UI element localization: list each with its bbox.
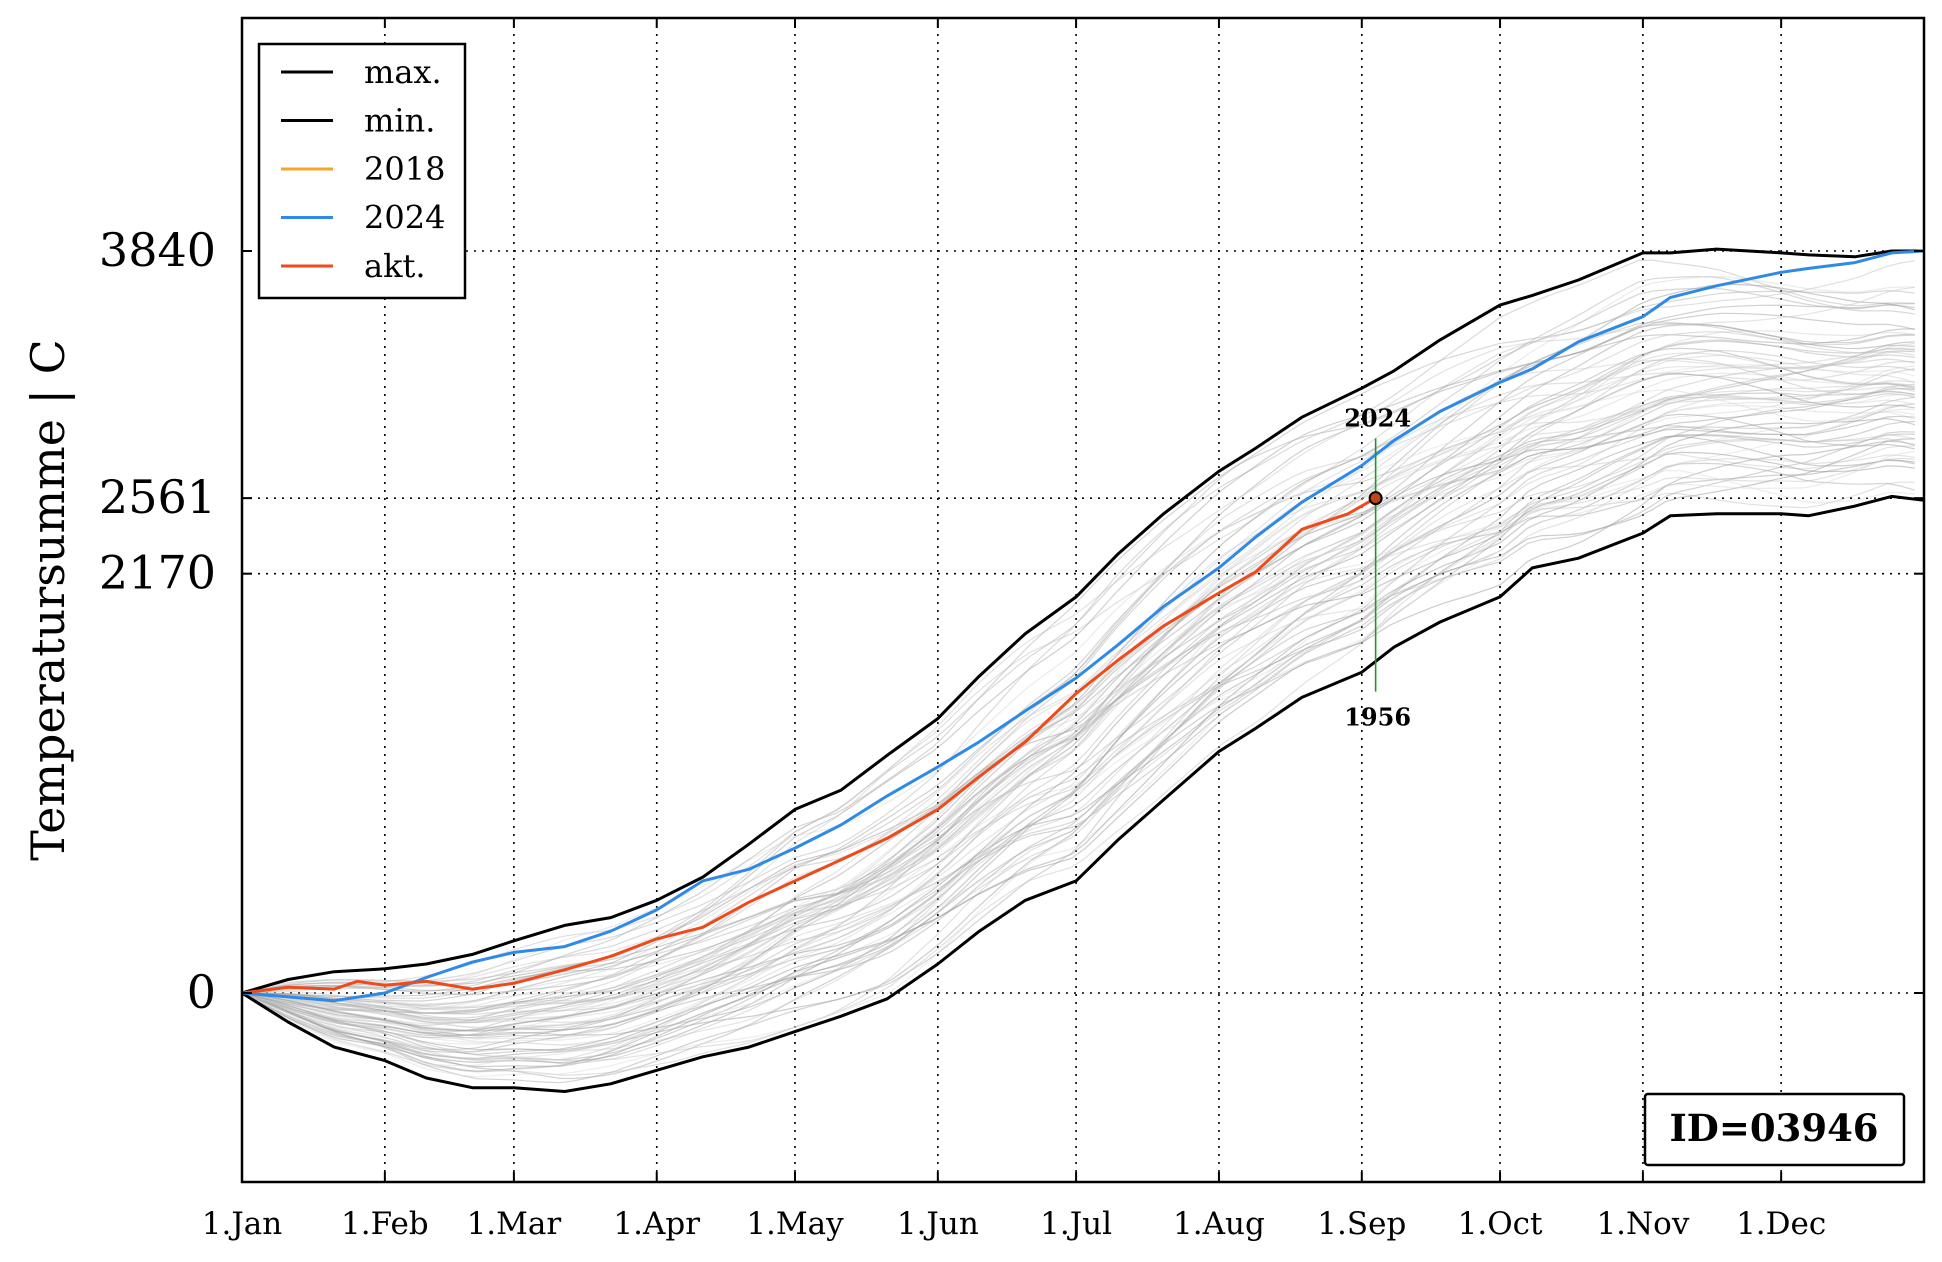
historical-year-line [241,373,1915,1032]
historical-year-line [241,380,1915,1024]
x-tick-label: 1.Aug [1173,1206,1265,1242]
x-tick-label: 1.Jan [202,1206,282,1242]
y-axis-ticks: 0 2170 2561 3840 [99,223,1924,1019]
station-id-label: ID=03946 [1669,1106,1878,1150]
historical-year-line [241,434,1915,1062]
current-point [1368,491,1383,506]
grid-lines [242,18,1924,1182]
y-axis-label: Temperatursumme | C [21,339,75,861]
historical-year-line [241,415,1915,1036]
historical-year-line [241,260,1915,994]
historical-year-line [241,418,1915,1051]
current-marker [1368,438,1383,692]
historical-year-line [241,358,1915,1015]
historical-year-line [241,347,1915,1021]
historical-year-line [241,349,1915,1019]
historical-year-line [241,457,1915,1062]
historical-year-line [241,286,1915,994]
historical-year-line [241,357,1915,1024]
historical-year-line [241,328,1915,998]
historical-year-line [241,342,1915,1011]
historical-year-line [241,450,1915,1067]
legend: max. min. 2018 2024 akt. [257,42,467,300]
x-tick-label: 1.Feb [341,1206,429,1242]
annotation-max-year: 2024 [1344,403,1411,432]
x-tick-label: 1.Nov [1596,1206,1689,1242]
historical-year-line [241,403,1915,1045]
x-tick-label: 1.Sep [1317,1206,1406,1242]
historical-year-line [241,382,1915,1032]
historical-year-line [241,312,1915,996]
annotations: 2024 1956 [1344,403,1411,731]
x-tick-label: 1.Dec [1736,1206,1826,1242]
historical-year-line [241,341,1915,1014]
x-tick-label: 1.Apr [613,1206,700,1242]
historical-year-line [241,322,1915,1002]
historical-year-line [241,340,1915,1015]
historical-year-line [241,392,1915,1039]
y-tick-label: 0 [187,965,216,1019]
historical-year-line [241,259,1915,994]
legend-box [257,42,467,300]
historical-year-line [241,287,1915,994]
historical-year-line [241,275,1915,994]
historical-year-line [241,438,1915,1064]
historical-year-line [241,331,1915,1012]
x-axis-ticks: 1.Jan 1.Feb 1.Mar 1.Apr 1.May 1.Jun 1.Jul 1.Aug… [202,18,1826,1242]
historical-year-line [241,451,1915,1072]
historical-year-line [241,321,1915,999]
historical-year-line [241,324,1915,1007]
historical-year-line [241,437,1915,1065]
station-id-box: ID=03946 [1643,1092,1906,1167]
annotation-min-year: 1956 [1344,703,1411,732]
historical-year-line [241,360,1915,1010]
historical-year-line [241,394,1915,1039]
x-tick-label: 1.Jul [1040,1206,1112,1242]
series-lines [241,247,1925,1093]
y-tick-label: 2561 [99,470,216,524]
series-line-min [241,494,1925,1093]
historical-year-line [241,289,1915,994]
historical-year-line [241,481,1915,1076]
legend-label: akt. [364,247,426,285]
historical-year-line [241,364,1915,1022]
historical-year-lines [241,259,1915,1084]
y-tick-label: 3840 [99,223,216,277]
plot-frame [240,16,1926,1184]
series-line-akt [241,496,1377,995]
legend-label: min. [364,102,435,140]
historical-year-line [241,445,1915,1053]
historical-year-line [241,283,1915,994]
x-tick-label: 1.Mar [467,1206,562,1242]
historical-year-line [241,413,1915,1055]
x-tick-label: 1.Oct [1458,1206,1543,1242]
series-line-max [241,247,1924,995]
historical-year-line [241,365,1915,1025]
series-line-2024 [241,249,1925,1003]
legend-label: 2018 [364,150,445,188]
historical-year-line [241,454,1915,1073]
historical-year-line [241,440,1915,1068]
historical-year-line [241,433,1915,1053]
historical-year-line [241,339,1915,1014]
historical-year-line [241,275,1915,994]
x-tick-label: 1.Jun [897,1206,979,1242]
x-tick-label: 1.May [746,1206,844,1242]
historical-year-line [241,462,1915,1084]
legend-label: 2024 [364,199,445,237]
legend-label: max. [364,53,442,91]
historical-year-line [241,469,1915,1078]
y-tick-label: 2170 [99,546,216,600]
historical-year-line [241,383,1915,1034]
